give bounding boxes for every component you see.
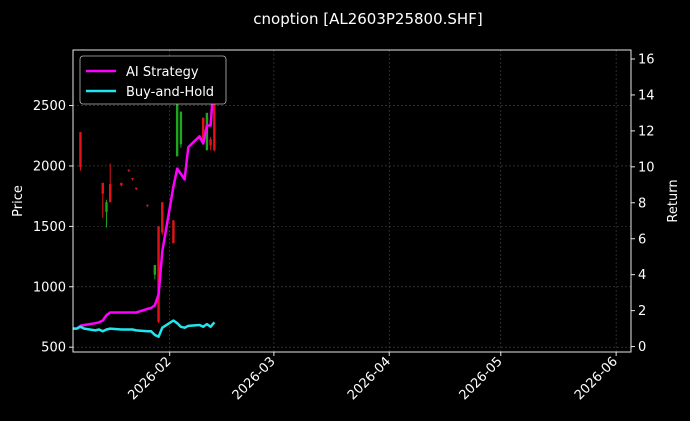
candle-body: [213, 63, 216, 151]
candle-body: [127, 169, 130, 171]
candle-body: [202, 117, 205, 142]
ai-strategy-line: [73, 73, 216, 330]
return-lines: [73, 73, 216, 338]
chart-title: cnoption [AL2603P25800.SHF]: [253, 10, 482, 28]
right-axis-label: Return: [666, 179, 681, 222]
candle-body: [146, 204, 149, 206]
y-right-tick-label: 8: [638, 196, 646, 211]
plot-frame: [72, 49, 632, 353]
left-y-axis: 500 1000 1500 2000 2500: [33, 99, 73, 356]
candle-body: [209, 139, 212, 146]
y-left-tick-label: 2500: [33, 99, 66, 114]
y-left-tick-label: 500: [41, 341, 66, 356]
y-right-tick-label: 2: [638, 304, 646, 319]
legend-box: [79, 55, 227, 105]
candle-body: [161, 202, 164, 233]
y-right-tick-label: 16: [638, 52, 655, 67]
right-y-axis: 0 2 4 6 8 10 12 14 16: [631, 52, 655, 355]
y-right-tick-label: 0: [638, 340, 646, 355]
y-left-tick-label: 1500: [33, 220, 66, 235]
y-right-tick-label: 6: [638, 232, 646, 247]
candle-body: [101, 182, 104, 194]
legend-label-buy-and-hold: Buy-and-Hold: [126, 85, 214, 100]
candle-body: [109, 184, 112, 203]
legend-label-ai-strategy: AI Strategy: [126, 65, 199, 80]
candle-body: [79, 132, 82, 168]
candle-body: [172, 220, 175, 244]
y-right-tick-label: 12: [638, 124, 655, 139]
y-right-tick-label: 14: [638, 88, 655, 103]
left-axis-label: Price: [11, 185, 26, 217]
candle-body: [135, 187, 138, 189]
candle-body: [157, 226, 160, 322]
candle-body: [131, 178, 134, 180]
candle-body: [179, 111, 183, 145]
candle-body: [105, 202, 108, 212]
y-right-tick-label: 4: [638, 268, 646, 283]
candle-body: [120, 182, 123, 186]
legend: AI Strategy Buy-and-Hold: [79, 55, 227, 105]
candle-body: [175, 95, 179, 157]
y-left-tick-label: 1000: [33, 280, 66, 295]
buy-and-hold-line: [73, 319, 216, 338]
y-right-tick-label: 10: [638, 160, 655, 175]
candle-body: [153, 265, 157, 275]
y-left-tick-label: 2000: [33, 159, 66, 174]
